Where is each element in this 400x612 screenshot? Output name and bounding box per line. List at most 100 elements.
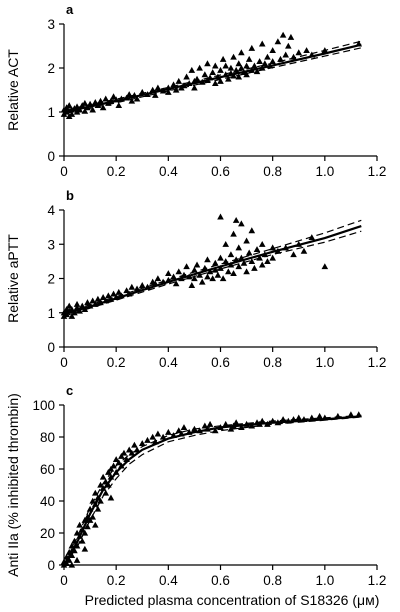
- data-point: [238, 64, 245, 71]
- data-point: [235, 73, 243, 80]
- data-point: [175, 427, 183, 434]
- y-tick-label-c: 40: [40, 494, 55, 509]
- x-axis-label: Predicted plasma concentration of S18326…: [85, 592, 380, 608]
- data-point: [243, 268, 250, 275]
- data-point: [243, 71, 250, 78]
- data-point: [65, 302, 73, 309]
- y-tick-label-c: 0: [47, 558, 55, 573]
- data-point: [154, 430, 162, 437]
- data-point: [115, 288, 123, 295]
- data-point: [102, 95, 110, 102]
- data-point: [238, 424, 245, 431]
- panel-label-b: b: [66, 188, 74, 203]
- data-points-a: [60, 31, 363, 120]
- data-point: [94, 505, 102, 512]
- confidence-band-line-c: [63, 416, 362, 566]
- data-point: [196, 271, 203, 278]
- data-point: [133, 95, 141, 102]
- data-point: [144, 436, 151, 443]
- data-point: [154, 275, 162, 282]
- data-point: [110, 93, 117, 100]
- x-tick-label-b: 1.0: [315, 355, 334, 370]
- data-point: [172, 280, 180, 287]
- y-axis-label-b: Relative aPTT: [5, 234, 21, 323]
- panel-c: c 0 20 40 60 80 100 0 0.2 0.4 0.6 0.8 1.0 1.2 Anti IIa…: [5, 383, 386, 588]
- data-point: [81, 107, 89, 114]
- data-point: [138, 440, 146, 447]
- data-point: [251, 264, 258, 271]
- data-point: [227, 64, 235, 71]
- data-point: [107, 465, 115, 472]
- data-point: [245, 249, 253, 256]
- data-point: [253, 68, 261, 75]
- y-tick-label-a: 2: [47, 61, 55, 76]
- data-point: [149, 433, 156, 440]
- data-point: [73, 300, 81, 307]
- data-point: [107, 494, 115, 501]
- fit-line-b: [63, 225, 362, 316]
- data-point: [248, 44, 256, 51]
- data-point: [128, 97, 136, 104]
- y-tick-label-b: 4: [47, 203, 55, 218]
- fit-line-a: [63, 43, 362, 114]
- data-point: [78, 537, 86, 544]
- data-point: [165, 88, 172, 95]
- x-tick-label-c: 1.0: [315, 573, 334, 588]
- x-tick-label-a: 1.0: [315, 164, 334, 179]
- data-point: [222, 62, 230, 69]
- data-point: [211, 259, 219, 266]
- x-tick-label-a: 0.2: [107, 164, 126, 179]
- data-point: [68, 561, 76, 568]
- data-point: [211, 80, 219, 87]
- data-point: [303, 47, 310, 54]
- data-point: [245, 55, 253, 62]
- data-point: [99, 104, 107, 111]
- data-point: [89, 497, 96, 504]
- data-point: [73, 556, 81, 563]
- data-point: [99, 294, 107, 300]
- data-point: [316, 412, 323, 419]
- y-tick-label-c: 80: [40, 430, 55, 445]
- data-point: [206, 268, 214, 275]
- y-tick-label-c: 60: [40, 462, 55, 477]
- y-tick-label-a: 0: [47, 149, 55, 164]
- data-point: [151, 91, 159, 98]
- data-point: [248, 258, 256, 265]
- data-point: [264, 53, 271, 60]
- data-point: [238, 220, 245, 227]
- data-point: [165, 428, 172, 435]
- x-tick-label-c: 0.4: [159, 573, 178, 588]
- data-point: [128, 283, 136, 290]
- data-point: [81, 99, 89, 106]
- data-point: [183, 73, 190, 80]
- data-point: [258, 240, 266, 247]
- data-point: [227, 251, 235, 258]
- data-point: [89, 106, 96, 113]
- data-point: [123, 287, 130, 294]
- data-point: [243, 237, 250, 244]
- data-point: [222, 240, 230, 247]
- data-point: [165, 270, 172, 277]
- data-point: [105, 292, 112, 299]
- y-axis-label-a: Relative ACT: [5, 49, 21, 131]
- data-point: [253, 246, 261, 253]
- y-tick-label-c: 100: [32, 398, 55, 413]
- data-point: [214, 271, 222, 278]
- data-point: [131, 441, 138, 448]
- data-point: [219, 275, 227, 282]
- x-tick-label-b: 0: [60, 355, 68, 370]
- data-point: [243, 62, 250, 69]
- data-point: [188, 282, 196, 288]
- data-point: [274, 38, 282, 45]
- data-point: [235, 244, 243, 251]
- data-point: [92, 521, 99, 528]
- data-point: [118, 452, 125, 459]
- data-point: [204, 256, 211, 263]
- data-point: [211, 62, 219, 69]
- data-point: [191, 84, 198, 91]
- data-point: [84, 299, 91, 306]
- x-tick-label-a: 0.4: [159, 164, 178, 179]
- data-point: [269, 47, 276, 54]
- data-point: [183, 263, 190, 270]
